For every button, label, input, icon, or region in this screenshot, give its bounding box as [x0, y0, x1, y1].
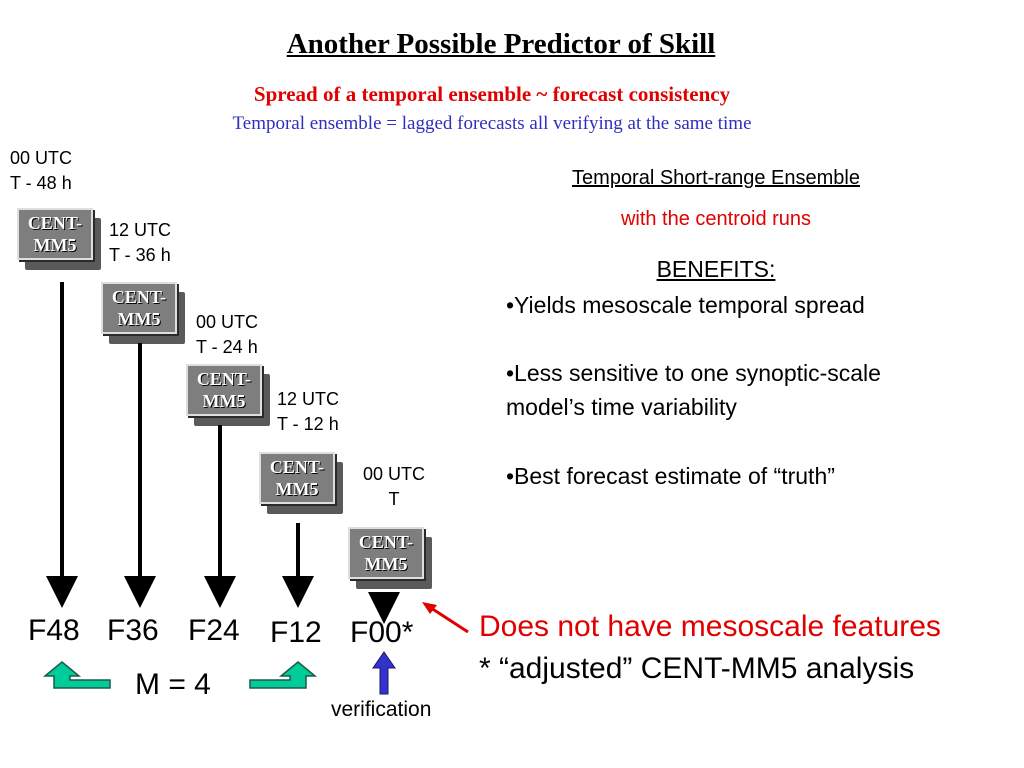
box-label-line1: CENT- [269, 457, 325, 477]
benefit-item: •Yields mesoscale temporal spread [506, 292, 865, 318]
note-line-2: * “adjusted” CENT-MM5 analysis [479, 652, 915, 685]
box-label-line2: MM5 [364, 554, 408, 574]
box-label-line1: CENT- [111, 287, 167, 307]
slide-title: Another Possible Predictor of Skill [286, 28, 716, 60]
box-label-line2: MM5 [275, 479, 319, 499]
run-label-4: 12 UTC T - 12 h [277, 387, 339, 437]
blue-verification-arrow [372, 651, 396, 695]
box-label-line1: CENT- [27, 213, 83, 233]
forecast-label-f24: F24 [188, 614, 240, 647]
box-label-line2: MM5 [33, 235, 77, 255]
forecast-label-f12: F12 [270, 616, 322, 649]
run-utc: 00 UTC [10, 148, 73, 168]
run-utc: 00 UTC [196, 312, 259, 332]
run-lag: T - 12 h [277, 414, 339, 434]
box-label-line2: MM5 [117, 309, 161, 329]
subtitle-blue: Temporal ensemble = lagged forecasts all… [232, 113, 752, 134]
cent-mm5-box-3: CENT- MM5 [186, 364, 262, 416]
forecast-label-f00: F00* [350, 616, 414, 649]
teal-arrow-right [249, 661, 318, 689]
cent-mm5-box-4: CENT- MM5 [259, 452, 335, 504]
cent-mm5-box-1: CENT- MM5 [17, 208, 93, 260]
benefit-item-continuation: model’s time variability [506, 394, 737, 420]
benefit-item: •Less sensitive to one synoptic-scale [506, 360, 881, 386]
note-line-1: Does not have mesoscale features [479, 610, 941, 643]
run-lag: T - 24 h [196, 337, 258, 357]
run-lag: T - 48 h [10, 173, 72, 193]
box-label-line2: MM5 [202, 391, 246, 411]
run-label-1: 00 UTC T - 48 h [10, 146, 72, 196]
ensemble-size-label: M = 4 [135, 668, 211, 701]
forecast-label-f48: F48 [28, 614, 80, 647]
subtitle-red: Spread of a temporal ensemble ~ forecast… [253, 82, 731, 106]
box-label-line1: CENT- [196, 369, 252, 389]
benefits-title: BENEFITS: [656, 256, 776, 282]
verification-label: verification [331, 698, 432, 721]
run-utc: 12 UTC [277, 389, 340, 409]
run-utc: 12 UTC [109, 220, 172, 240]
panel-heading: Temporal Short-range Ensemble [572, 167, 860, 189]
run-label-2: 12 UTC T - 36 h [109, 218, 171, 268]
box-label-line1: CENT- [358, 532, 414, 552]
run-label-3: 00 UTC T - 24 h [196, 310, 258, 360]
forecast-label-f36: F36 [107, 614, 159, 647]
run-lag: T - 36 h [109, 245, 171, 265]
benefit-item: •Best forecast estimate of “truth” [506, 463, 835, 489]
red-pointer-line [427, 604, 469, 634]
run-utc: 00 UTC [362, 464, 425, 484]
cent-mm5-box-2: CENT- MM5 [101, 282, 177, 334]
cent-mm5-box-5: CENT- MM5 [348, 527, 424, 579]
red-pointer-head [422, 602, 437, 614]
run-lag: T [388, 489, 400, 509]
panel-subheading: with the centroid runs [620, 208, 812, 230]
run-label-5: 00 UTC T [356, 462, 432, 512]
teal-arrow-left [42, 661, 111, 689]
